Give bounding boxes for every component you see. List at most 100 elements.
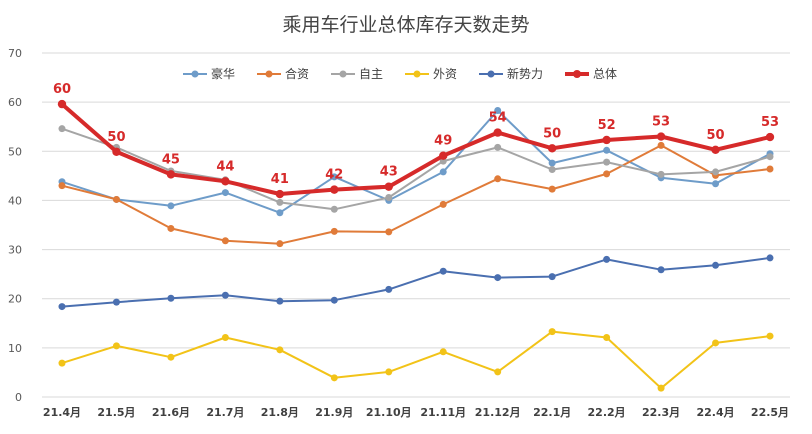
series-line-外资 xyxy=(61,330,771,390)
x-tick-label: 22.1月 xyxy=(533,406,571,419)
data-point xyxy=(548,328,556,336)
data-point xyxy=(112,342,120,350)
legend-item: 新势力 xyxy=(479,66,543,81)
data-point xyxy=(276,297,284,305)
data-point xyxy=(765,132,775,142)
data-point xyxy=(330,205,338,213)
y-tick-label: 60 xyxy=(8,96,22,109)
data-point xyxy=(603,158,611,166)
data-label: 50 xyxy=(543,126,561,141)
y-tick-label: 40 xyxy=(8,194,22,207)
data-label: 60 xyxy=(53,82,71,97)
data-point xyxy=(330,374,338,382)
data-label: 53 xyxy=(652,115,670,130)
data-point xyxy=(657,266,665,274)
data-label: 52 xyxy=(598,118,616,133)
data-label: 41 xyxy=(271,172,289,187)
data-point xyxy=(276,240,284,248)
data-point xyxy=(657,141,665,149)
data-labels: 60 50 45 44 41 42 43 49 54 50 52 53 50 53 xyxy=(53,82,779,187)
data-point xyxy=(548,159,556,167)
legend-item: 总体 xyxy=(565,67,617,81)
data-point xyxy=(221,291,229,299)
data-point xyxy=(112,147,121,156)
x-tick-label: 21.9月 xyxy=(315,406,353,419)
data-point xyxy=(439,151,448,160)
x-tick-label: 22.5月 xyxy=(751,406,789,419)
series-line-自主 xyxy=(61,127,771,211)
data-point xyxy=(712,180,720,188)
data-point xyxy=(330,296,338,304)
x-tick-label: 22.2月 xyxy=(588,406,626,419)
legend-label: 外资 xyxy=(433,67,457,81)
legend-item: 合资 xyxy=(257,66,309,81)
y-tick-label: 20 xyxy=(8,293,22,306)
legend-item: 自主 xyxy=(331,67,383,81)
data-point xyxy=(494,368,502,376)
series-lines xyxy=(57,99,775,392)
legend-label: 合资 xyxy=(285,66,309,81)
data-point xyxy=(330,227,338,235)
data-point xyxy=(602,135,611,145)
legend-marker xyxy=(487,70,495,78)
y-tick-label: 50 xyxy=(8,145,22,158)
data-point xyxy=(547,144,557,153)
data-point xyxy=(603,255,611,263)
data-point xyxy=(166,170,176,179)
data-point xyxy=(494,106,502,114)
legend-label: 新势力 xyxy=(507,66,543,81)
data-point xyxy=(58,182,66,190)
data-point xyxy=(494,274,502,282)
x-tick-label: 22.4月 xyxy=(696,406,734,419)
data-point xyxy=(167,353,175,361)
data-point xyxy=(167,224,175,232)
data-label: 44 xyxy=(216,159,234,174)
x-tick-label: 22.3月 xyxy=(642,406,680,419)
data-point xyxy=(712,339,720,347)
legend-label: 豪华 xyxy=(211,66,235,81)
data-point xyxy=(112,195,120,203)
series-line-总体 xyxy=(60,102,771,196)
data-point xyxy=(330,173,338,181)
data-point xyxy=(439,267,447,275)
data-point xyxy=(384,182,393,191)
data-point xyxy=(657,170,665,178)
data-point xyxy=(385,228,393,236)
data-label: 43 xyxy=(380,165,398,180)
legend-marker xyxy=(339,70,347,78)
data-point xyxy=(439,200,447,208)
data-point xyxy=(276,198,284,206)
x-tick-label: 21.5月 xyxy=(97,406,135,419)
data-point xyxy=(766,254,774,262)
data-label: 49 xyxy=(434,134,452,149)
data-point xyxy=(657,384,665,392)
data-point xyxy=(276,346,284,354)
data-point xyxy=(603,170,611,178)
data-point xyxy=(221,334,229,342)
x-tick-label: 21.4月 xyxy=(43,406,81,419)
gridlines xyxy=(42,52,790,398)
data-point xyxy=(548,185,556,193)
data-label: 50 xyxy=(706,128,724,143)
data-point xyxy=(58,359,66,367)
data-label: 42 xyxy=(325,168,343,183)
data-point xyxy=(439,348,447,356)
data-point xyxy=(711,145,720,155)
data-point xyxy=(275,189,285,199)
legend-marker xyxy=(573,70,581,78)
data-label: 54 xyxy=(489,111,507,126)
data-point xyxy=(656,132,666,141)
data-point xyxy=(58,303,66,311)
x-tick-label: 21.12月 xyxy=(475,406,521,419)
data-point xyxy=(57,99,67,109)
series-line-合资 xyxy=(61,144,771,245)
data-point xyxy=(167,202,175,210)
data-label: 45 xyxy=(162,152,180,167)
data-point xyxy=(548,165,556,173)
data-point xyxy=(330,185,339,194)
x-tick-label: 21.7月 xyxy=(206,406,244,419)
y-tick-label: 70 xyxy=(8,47,22,60)
data-point xyxy=(221,237,229,245)
